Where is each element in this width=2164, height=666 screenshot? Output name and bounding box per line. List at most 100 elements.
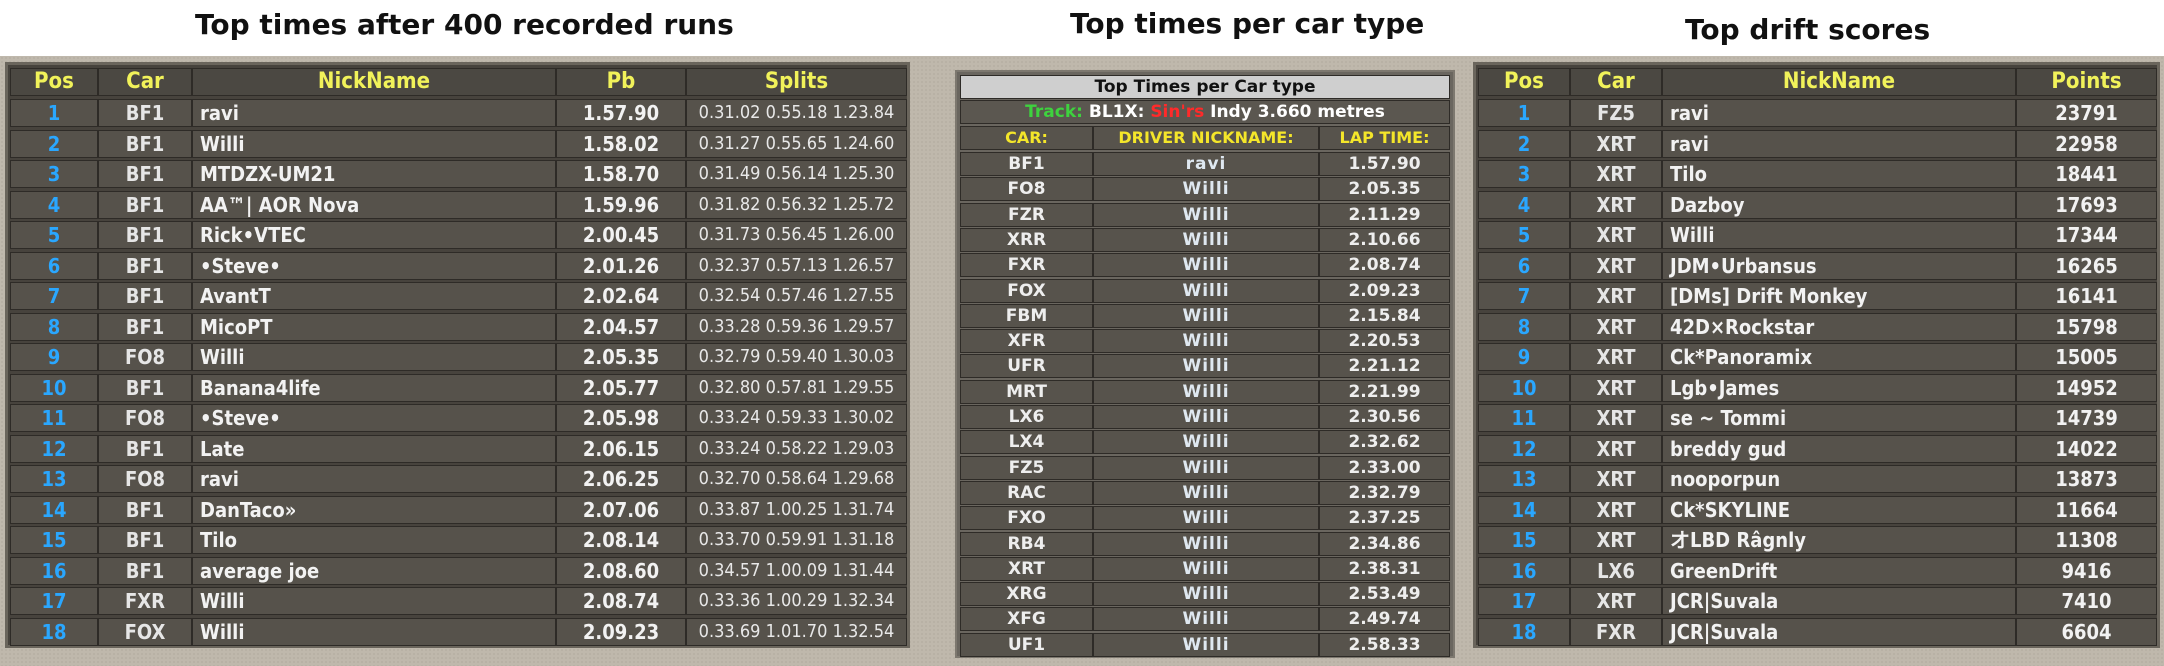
- row-position: 6: [1478, 251, 1570, 280]
- title-strip: Top times after 400 recorded runs Top ti…: [0, 0, 2164, 56]
- row-car: XRT: [1570, 251, 1662, 280]
- row-points: 7410: [2016, 587, 2157, 615]
- table-row: 3 XRT Tilo 18441: [1476, 160, 2157, 188]
- row-lap-time: 2.21.99: [1319, 379, 1450, 404]
- row-lap-time: 2.34.86: [1319, 531, 1450, 556]
- row-position: 9: [1478, 343, 1570, 371]
- car-type-times-table: Top Times per Car type Track: BL1X: Sin'…: [955, 70, 1455, 658]
- row-car: BF1: [98, 160, 192, 188]
- row-car: BF1: [98, 556, 192, 585]
- row-car: BF1: [98, 282, 192, 310]
- car-type-row: XFR Willi 2.20.53: [957, 329, 1453, 354]
- row-car: FXR: [98, 587, 192, 615]
- row-position: 3: [1478, 160, 1570, 188]
- row-nickname: Ck*Panoramix: [1662, 343, 2016, 371]
- row-nickname: Willi: [192, 587, 556, 615]
- row-nickname: 42D×Rockstar: [1662, 312, 2016, 341]
- row-nickname: Willi: [1662, 221, 2016, 249]
- row-lap-time: 2.30.56: [1319, 405, 1450, 429]
- row-nickname: ravi: [1662, 129, 2016, 158]
- row-car: BF1: [98, 99, 192, 127]
- row-points: 23791: [2016, 99, 2157, 127]
- table-row: 2 XRT ravi 22958: [1476, 129, 2157, 158]
- row-nickname: Willi: [192, 129, 556, 158]
- row-points: 17344: [2016, 221, 2157, 249]
- row-points: 14952: [2016, 373, 2157, 402]
- table-row: 6 BF1 •Steve• 2.01.26 0.32.37 0.57.13 1.26.5…: [8, 251, 907, 280]
- row-car: FOX: [98, 617, 192, 646]
- row-nickname: Willi: [192, 617, 556, 646]
- row-personal-best: 2.05.98: [556, 404, 686, 432]
- row-splits: 0.31.73 0.56.45 1.26.00: [686, 221, 907, 249]
- table-row: 5 XRT Willi 17344: [1476, 221, 2157, 249]
- header-car: Car: [98, 68, 192, 96]
- row-car: FO8: [98, 404, 192, 432]
- car-type-row: UFR Willi 2.21.12: [957, 354, 1453, 379]
- row-nickname: Dazboy: [1662, 190, 2016, 219]
- row-driver-nickname: ravi: [1093, 152, 1319, 176]
- row-splits: 0.32.70 0.58.64 1.29.68: [686, 465, 907, 493]
- row-splits: 0.31.49 0.56.14 1.25.30: [686, 160, 907, 188]
- row-lap-time: 2.33.00: [1319, 455, 1450, 480]
- row-car: UFR: [960, 354, 1093, 379]
- row-position: 12: [1478, 434, 1570, 463]
- table-row: 7 XRT [DMs] Drift Monkey 16141: [1476, 282, 2157, 310]
- row-position: 5: [1478, 221, 1570, 249]
- header-points: Points: [2016, 68, 2157, 96]
- row-personal-best: 2.06.25: [556, 465, 686, 493]
- row-splits: 0.33.87 1.00.25 1.31.74: [686, 495, 907, 524]
- table-row: 13 FO8 ravi 2.06.25 0.32.70 0.58.64 1.29.68: [8, 465, 907, 493]
- row-car: BF1: [98, 526, 192, 554]
- row-position: 7: [1478, 282, 1570, 310]
- row-position: 9: [10, 343, 98, 371]
- row-driver-nickname: Willi: [1093, 379, 1319, 404]
- row-nickname: ravi: [192, 99, 556, 127]
- row-position: 14: [1478, 495, 1570, 524]
- row-driver-nickname: Willi: [1093, 354, 1319, 379]
- table-row: 14 BF1 DanTaco» 2.07.06 0.33.87 1.00.25 1.31…: [8, 495, 907, 524]
- row-car: BF1: [98, 434, 192, 463]
- row-lap-time: 2.10.66: [1319, 227, 1450, 252]
- row-splits: 0.33.24 0.59.33 1.30.02: [686, 404, 907, 432]
- row-splits: 0.31.27 0.55.65 1.24.60: [686, 129, 907, 158]
- table-row: 9 FO8 Willi 2.05.35 0.32.79 0.59.40 1.30.03: [8, 343, 907, 371]
- row-points: 22958: [2016, 129, 2157, 158]
- row-position: 2: [10, 129, 98, 158]
- row-points: 15798: [2016, 312, 2157, 341]
- row-driver-nickname: Willi: [1093, 177, 1319, 202]
- row-position: 1: [10, 99, 98, 127]
- row-lap-time: 2.20.53: [1319, 329, 1450, 354]
- row-lap-time: 2.49.74: [1319, 607, 1450, 632]
- car-type-row: LX4 Willi 2.32.62: [957, 430, 1453, 455]
- table-row: 4 BF1 AA™| AOR Nova 1.59.96 0.31.82 0.56.32 …: [8, 190, 907, 219]
- row-driver-nickname: Willi: [1093, 480, 1319, 505]
- table-row: 15 XRT オLBD Râgnly 11308: [1476, 526, 2157, 554]
- row-car: XRT: [1570, 526, 1662, 554]
- car-type-row: LX6 Willi 2.30.56: [957, 405, 1453, 429]
- row-driver-nickname: Willi: [1093, 227, 1319, 252]
- row-car: LX6: [1570, 556, 1662, 585]
- row-personal-best: 2.08.60: [556, 556, 686, 585]
- car-type-row: RAC Willi 2.32.79: [957, 480, 1453, 505]
- car-type-row: FO8 Willi 2.05.35: [957, 177, 1453, 202]
- table-row: 5 BF1 Rick•VTEC 2.00.45 0.31.73 0.56.45 1.26…: [8, 221, 907, 249]
- row-points: 11308: [2016, 526, 2157, 554]
- row-personal-best: 1.58.70: [556, 160, 686, 188]
- header-nickname: NickName: [1662, 68, 2016, 96]
- row-nickname: MicoPT: [192, 312, 556, 341]
- row-position: 3: [10, 160, 98, 188]
- row-car: BF1: [98, 251, 192, 280]
- row-driver-nickname: Willi: [1093, 303, 1319, 328]
- row-nickname: nooporpun: [1662, 465, 2016, 493]
- middle-table-title: Top times per car type: [1070, 7, 1425, 40]
- row-nickname: AA™| AOR Nova: [192, 190, 556, 219]
- row-lap-time: 2.09.23: [1319, 278, 1450, 303]
- track-info: Track: BL1X: Sin'rs Indy 3.660 metres: [960, 100, 1450, 124]
- row-position: 13: [10, 465, 98, 493]
- header-pos: Pos: [10, 68, 98, 96]
- header-car: Car: [1570, 68, 1662, 96]
- track-code: BL1X:: [1088, 102, 1145, 122]
- row-nickname: ravi: [1662, 99, 2016, 127]
- table-row: 16 BF1 average joe 2.08.60 0.34.57 1.00.09 1…: [8, 556, 907, 585]
- table-row: 17 FXR Willi 2.08.74 0.33.36 1.00.29 1.32.34: [8, 587, 907, 615]
